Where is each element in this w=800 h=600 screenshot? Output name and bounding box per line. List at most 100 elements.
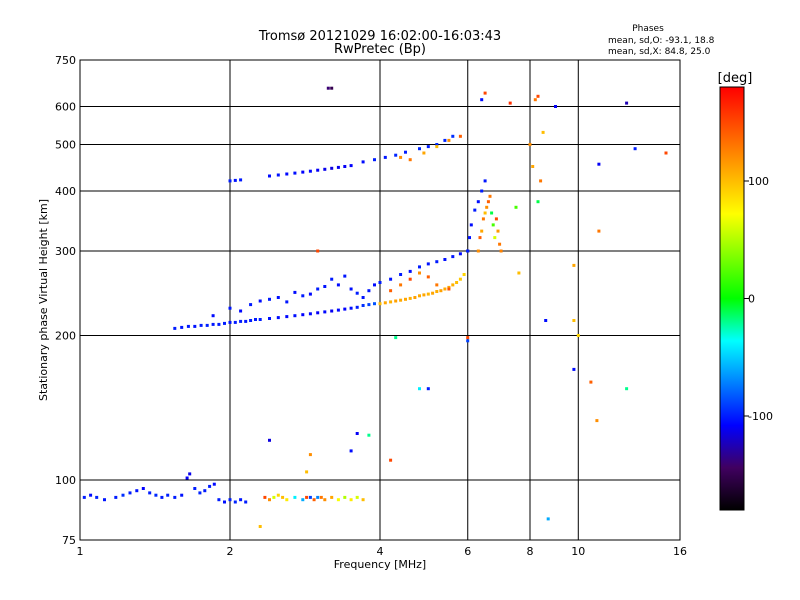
data-point [263, 495, 267, 499]
data-point [211, 314, 215, 318]
colorbar-label: [deg] [718, 71, 753, 86]
data-point [254, 318, 257, 321]
data-points [82, 86, 668, 528]
data-point [193, 487, 197, 490]
data-point [483, 211, 487, 215]
y-tick-label: 200 [55, 330, 76, 343]
data-point [426, 387, 430, 391]
data-point [205, 323, 209, 327]
data-point [633, 147, 637, 151]
data-point [418, 147, 421, 151]
data-point [343, 307, 347, 311]
data-point [426, 275, 430, 279]
data-point [323, 285, 327, 288]
colorbar-tick-label: -100 [748, 410, 773, 423]
data-point [308, 169, 312, 173]
data-point [466, 336, 470, 340]
data-point [399, 298, 403, 302]
data-point [349, 498, 353, 502]
data-point [276, 316, 280, 320]
data-point [458, 252, 462, 256]
data-point [330, 495, 334, 499]
data-point [473, 208, 477, 212]
data-point [336, 308, 340, 312]
data-point [312, 498, 316, 502]
data-point [431, 291, 435, 295]
data-point [404, 150, 407, 154]
data-point [480, 98, 484, 102]
data-point [316, 495, 320, 499]
data-point [539, 179, 543, 183]
data-point [343, 495, 347, 499]
data-point [389, 277, 393, 281]
data-point [249, 303, 253, 307]
data-point [383, 155, 387, 159]
data-point [308, 453, 312, 457]
y-axis-label: Stationary phase Virtual Height [km] [37, 199, 50, 401]
data-point [239, 319, 243, 323]
data-point [173, 495, 177, 499]
data-point [258, 525, 262, 528]
y-tick-label: 600 [55, 101, 76, 114]
data-point [188, 472, 192, 476]
data-point [531, 165, 535, 168]
data-point [418, 387, 421, 391]
data-point [233, 320, 237, 324]
data-point [399, 273, 403, 276]
data-point [276, 296, 280, 299]
data-point [193, 324, 197, 328]
data-point [89, 493, 93, 497]
data-point [486, 200, 490, 204]
data-point [466, 339, 470, 343]
data-point [493, 236, 497, 240]
colorbar-tick-label: 0 [748, 293, 755, 306]
data-point [514, 205, 518, 209]
data-point [223, 321, 226, 325]
data-point [228, 498, 232, 502]
data-point [154, 493, 158, 497]
data-point [546, 517, 550, 521]
data-point [301, 313, 305, 317]
data-point [316, 168, 320, 172]
data-point [378, 281, 382, 284]
data-point [544, 319, 548, 322]
data-point [394, 336, 398, 340]
data-point [361, 498, 365, 502]
data-point [301, 294, 305, 298]
data-point [198, 491, 202, 495]
data-point [476, 200, 480, 204]
data-point [268, 438, 271, 442]
data-point [447, 287, 451, 291]
data-point [491, 223, 495, 227]
data-point [394, 153, 398, 157]
data-point [301, 170, 305, 174]
data-point [572, 367, 576, 371]
data-point [316, 287, 320, 291]
data-point [355, 495, 359, 499]
data-point [496, 229, 500, 233]
data-point [355, 305, 359, 309]
data-point [319, 495, 323, 499]
data-point [443, 287, 447, 291]
data-point [426, 262, 430, 266]
data-point [141, 487, 145, 490]
data-point [443, 258, 447, 261]
data-point [326, 86, 330, 90]
data-point [293, 290, 297, 294]
data-point [285, 172, 289, 176]
data-point [349, 287, 353, 291]
data-point [336, 498, 340, 502]
data-point [485, 205, 489, 209]
y-tick-label: 75 [62, 534, 76, 547]
data-point [239, 309, 243, 313]
data-point [490, 211, 494, 215]
data-point [160, 495, 164, 499]
data-point [408, 277, 412, 281]
data-point [114, 495, 118, 499]
data-point [272, 495, 276, 499]
data-point [480, 229, 484, 233]
data-point [480, 189, 484, 193]
x-tick-label: 8 [527, 545, 534, 558]
colorbar [719, 86, 745, 511]
data-point [576, 334, 580, 337]
